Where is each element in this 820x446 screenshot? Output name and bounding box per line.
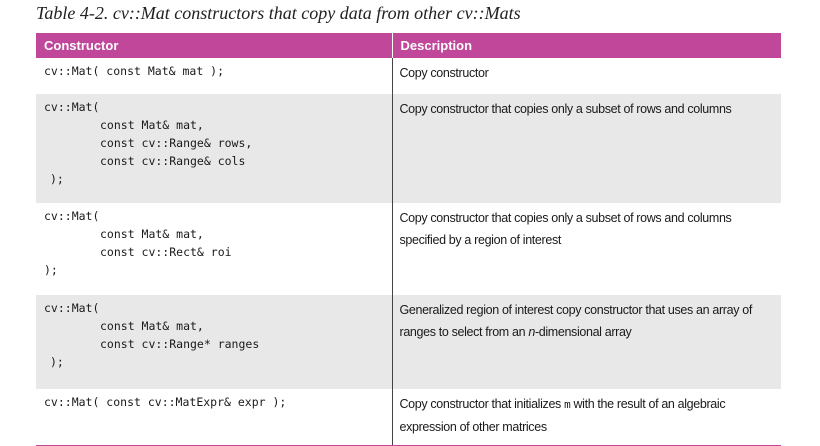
code-param: const Mat& mat, xyxy=(100,319,204,333)
table-row: cv::Mat( const Mat& mat, const cv::Range… xyxy=(36,295,781,389)
code-param: const cv::Range& rows, xyxy=(100,136,253,150)
code-param: const cv::Range& cols xyxy=(100,154,246,168)
code-line: cv::Mat( const Mat& mat ); xyxy=(44,64,225,78)
code-line: cv::Mat( xyxy=(44,209,100,223)
constructors-table: Constructor Description cv::Mat( const M… xyxy=(36,33,781,446)
code-param: const Mat& mat, xyxy=(100,227,204,241)
table-header-row: Constructor Description xyxy=(36,33,781,58)
code-line: cv::Mat( const cv::MatExpr& expr ); xyxy=(44,395,287,409)
constructor-cell: cv::Mat( const Mat& mat, const cv::Rect&… xyxy=(36,203,392,295)
table-row: cv::Mat( const Mat& mat, const cv::Rect&… xyxy=(36,203,781,295)
description-cell: Copy constructor xyxy=(391,58,781,94)
description-text: Generalized region of interest copy cons… xyxy=(399,303,753,339)
description-text: Copy constructor that copies only a subs… xyxy=(399,211,732,247)
description-cell: Copy constructor that copies only a subs… xyxy=(391,94,781,203)
constructor-cell: cv::Mat( const cv::MatExpr& expr ); xyxy=(36,389,392,445)
description-text: Copy constructor that initializes m with… xyxy=(399,397,726,434)
constructor-cell: cv::Mat( const Mat& mat, const cv::Range… xyxy=(36,295,392,389)
table-row: cv::Mat( const Mat& mat, const cv::Range… xyxy=(36,94,781,203)
table-row: cv::Mat( const Mat& mat ); Copy construc… xyxy=(36,58,781,94)
description-text: Copy constructor that copies only a subs… xyxy=(399,102,732,116)
table-caption: Table 4-2. cv::Mat constructors that cop… xyxy=(36,3,521,23)
description-cell: Copy constructor that initializes m with… xyxy=(391,389,781,445)
inline-code-m: m xyxy=(564,398,571,411)
code-close: ); xyxy=(50,355,64,369)
description-cell: Copy constructor that copies only a subs… xyxy=(391,203,781,295)
italic-n: n xyxy=(528,325,535,339)
table-row: cv::Mat( const cv::MatExpr& expr ); Copy… xyxy=(36,389,781,445)
code-param: const cv::Range* ranges xyxy=(100,337,260,351)
description-cell: Generalized region of interest copy cons… xyxy=(391,295,781,389)
description-text: Copy constructor xyxy=(399,66,489,80)
code-line: cv::Mat( xyxy=(44,100,100,114)
code-line: cv::Mat( xyxy=(44,301,100,315)
header-constructor: Constructor xyxy=(36,33,392,58)
code-param: const Mat& mat, xyxy=(100,118,204,132)
constructor-cell: cv::Mat( const Mat& mat ); xyxy=(36,58,392,94)
constructor-cell: cv::Mat( const Mat& mat, const cv::Range… xyxy=(36,94,392,203)
header-description: Description xyxy=(391,33,781,58)
code-param: const cv::Rect& roi xyxy=(100,245,232,259)
code-close: ); xyxy=(50,172,64,186)
code-close: ); xyxy=(44,263,58,277)
